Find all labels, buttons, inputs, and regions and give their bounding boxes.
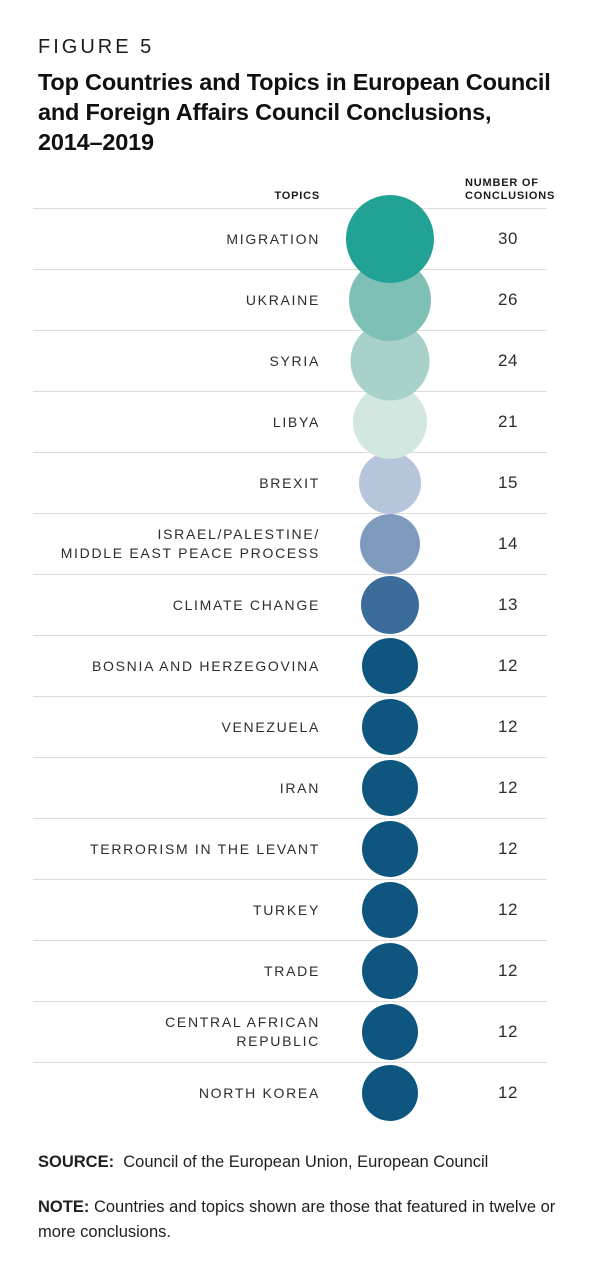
bubble [362, 638, 418, 694]
note-label: NOTE: [38, 1198, 90, 1216]
bubble-cell [320, 758, 460, 818]
bubble [359, 452, 421, 514]
topic-label: NORTH KOREA [198, 1084, 320, 1101]
bubble [360, 514, 420, 574]
bubble [361, 576, 419, 634]
conclusions-count: 21 [498, 412, 518, 431]
bubble-cell [320, 636, 460, 696]
table-row: SYRIA 24 [33, 321, 547, 401]
topic-label: CLIMATE CHANGE [172, 596, 320, 613]
conclusions-count: 12 [498, 656, 518, 675]
table-row: TRADE 12 [33, 940, 547, 1001]
bubble-cell [320, 941, 460, 1001]
bubble-cell [320, 452, 460, 514]
column-header-conclusions: NUMBER OF CONCLUSIONS [465, 177, 556, 202]
title-block: FIGURE 5 Top Countries and Topics in Eur… [0, 0, 600, 157]
table-row: BREXIT 15 [33, 452, 547, 514]
topic-label: MIGRATION [226, 230, 320, 247]
bubble-cell [320, 1002, 460, 1062]
bubble-cell [320, 880, 460, 940]
topic-label: TRADE [264, 962, 320, 979]
bubble [346, 195, 434, 283]
topic-label: BREXIT [259, 474, 320, 491]
topic-label: BOSNIA AND HERZEGOVINA [92, 657, 320, 674]
conclusions-count: 30 [498, 229, 518, 248]
topic-label: CENTRAL AFRICAN REPUBLIC [165, 1014, 320, 1049]
conclusions-count: 12 [498, 778, 518, 797]
conclusions-count: 15 [498, 473, 518, 492]
topic-label: UKRAINE [245, 291, 320, 308]
topic-label: VENEZUELA [221, 718, 320, 735]
bubble [362, 943, 418, 999]
conclusions-count: 24 [498, 351, 518, 370]
table-row: CLIMATE CHANGE 13 [33, 574, 547, 635]
table-row: VENEZUELA 12 [33, 696, 547, 757]
conclusions-count: 12 [498, 839, 518, 858]
source-text: Council of the European Union, European … [123, 1153, 489, 1171]
figure-title: Top Countries and Topics in European Cou… [38, 67, 562, 157]
figure-title-line-1: Top Countries and Topics in European Cou… [38, 69, 551, 95]
bubble [362, 882, 418, 938]
bubble-cell [320, 697, 460, 757]
source-label: SOURCE: [38, 1153, 115, 1171]
source-line: SOURCE: Council of the European Union, E… [38, 1150, 562, 1174]
figure-title-line-2: and Foreign Affairs Council Conclusions, [38, 99, 492, 125]
table-row: TERRORISM IN THE LEVANT 12 [33, 818, 547, 879]
conclusions-count: 12 [498, 961, 518, 980]
table-row: CENTRAL AFRICAN REPUBLIC 12 [33, 1001, 547, 1062]
bubble [362, 1004, 418, 1060]
topic-label: IRAN [279, 779, 320, 796]
table-row: ISRAEL/PALESTINE/ MIDDLE EAST PEACE PROC… [33, 513, 547, 574]
figure-kicker: FIGURE 5 [38, 36, 155, 58]
figure-footer: SOURCE: Council of the European Union, E… [38, 1150, 562, 1245]
bubble [362, 821, 418, 877]
column-header-topics: TOPICS [274, 190, 320, 202]
figure-title-line-3: 2014–2019 [38, 129, 154, 155]
bubble [362, 1065, 418, 1121]
bubble-cell [320, 819, 460, 879]
topic-label: LIBYA [272, 413, 320, 430]
topic-label: TURKEY [253, 901, 320, 918]
chart-header: TOPICS NUMBER OF CONCLUSIONS [33, 172, 554, 208]
conclusions-count: 14 [498, 534, 518, 553]
conclusions-count: 12 [498, 717, 518, 736]
bubble-table: MIGRATION 30 UKRAINE 26 SYRIA 24 LIBYA 21 BREXIT… [33, 195, 547, 1123]
table-row: BOSNIA AND HERZEGOVINA 12 [33, 635, 547, 696]
table-row: IRAN 12 [33, 757, 547, 818]
table-row: MIGRATION 30 [33, 195, 547, 283]
bubble-chart: TOPICS NUMBER OF CONCLUSIONS MIGRATION 30… [33, 172, 554, 1123]
bubble-cell [320, 1063, 460, 1123]
conclusions-count: 12 [498, 1022, 518, 1041]
note-line: NOTE: Countries and topics shown are tho… [38, 1195, 562, 1245]
bubble-cell [320, 385, 460, 459]
conclusions-count: 13 [498, 595, 518, 614]
table-row: LIBYA 21 [33, 385, 547, 459]
table-row: NORTH KOREA 12 [33, 1062, 547, 1123]
topic-label: TERRORISM IN THE LEVANT [90, 840, 320, 857]
table-row: TURKEY 12 [33, 879, 547, 940]
topic-label: SYRIA [269, 352, 320, 369]
bubble [362, 699, 418, 755]
bubble-cell [320, 514, 460, 574]
bubble-cell [320, 195, 460, 283]
bubble-cell [320, 575, 460, 635]
topic-label: ISRAEL/PALESTINE/ MIDDLE EAST PEACE PROC… [60, 526, 320, 561]
bubble [362, 760, 418, 816]
conclusions-count: 26 [498, 290, 518, 309]
note-text: Countries and topics shown are those tha… [38, 1198, 556, 1241]
conclusions-count: 12 [498, 900, 518, 919]
table-row: UKRAINE 26 [33, 259, 547, 341]
conclusions-count: 12 [498, 1083, 518, 1102]
